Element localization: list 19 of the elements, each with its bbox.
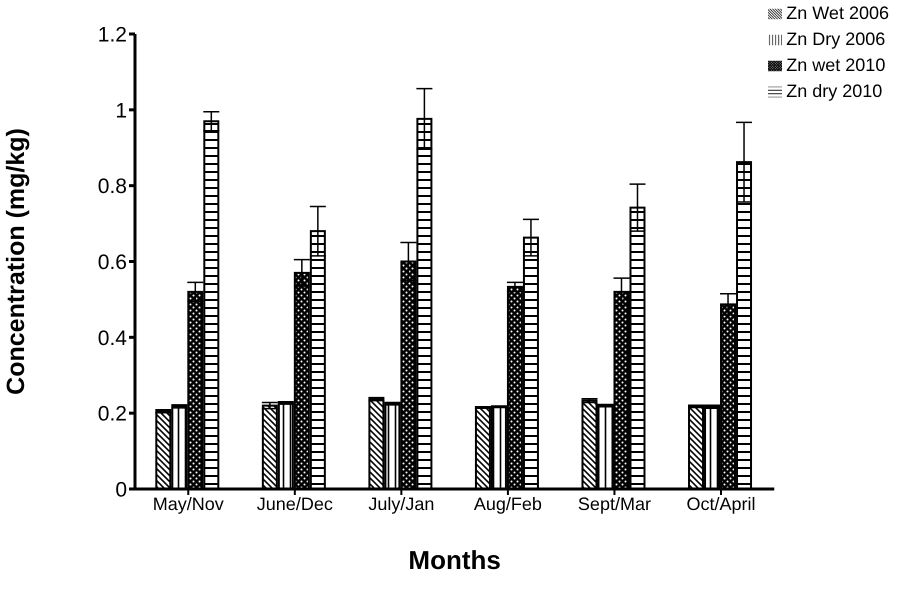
- legend-label: Zn Wet 2006: [786, 3, 889, 23]
- y-axis-title: Concentration (mg/kg): [2, 128, 30, 395]
- x-tick-label: Sept/Mar: [578, 494, 651, 514]
- x-axis-title: Months: [408, 545, 501, 575]
- legend-label: Zn wet 2010: [786, 55, 886, 75]
- y-tick-label: 1.2: [98, 23, 127, 46]
- legend-label: Zn Dry 2006: [786, 29, 886, 49]
- x-tick-label: May/Nov: [152, 494, 224, 514]
- y-tick-label: 0.4: [98, 326, 128, 350]
- x-tick-label: June/Dec: [256, 494, 333, 514]
- y-tick-label: 0.2: [98, 402, 127, 426]
- y-tick-label: 1: [115, 99, 127, 122]
- y-tick-label: 0.6: [98, 250, 127, 274]
- x-tick-label: Oct/April: [686, 494, 756, 514]
- x-tick-label: July/Jan: [368, 494, 434, 514]
- x-tick-label: Aug/Feb: [474, 494, 542, 514]
- y-tick-label: 0.8: [98, 175, 127, 198]
- legend-label: Zn dry 2010: [786, 81, 882, 101]
- y-tick-label: 0: [115, 478, 127, 502]
